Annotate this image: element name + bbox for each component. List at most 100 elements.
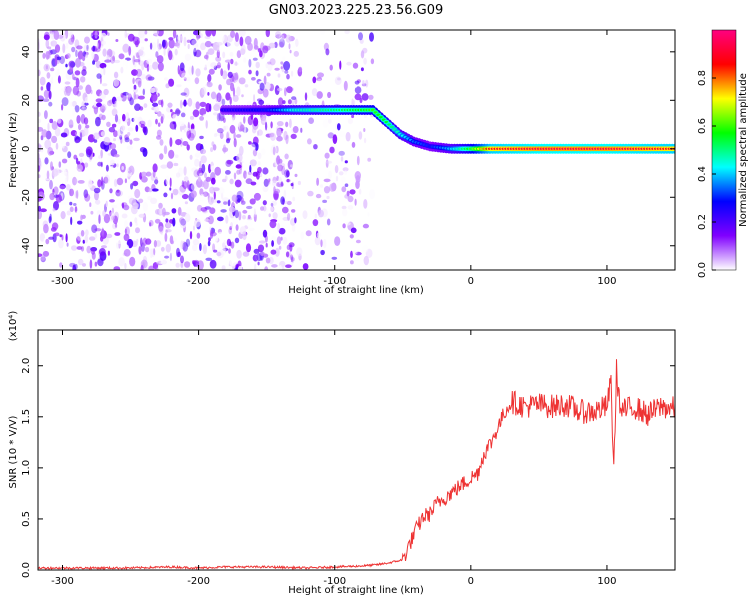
spectrogram-cell [320,249,325,256]
spectrogram-cell [127,33,135,42]
spectrogram-cell [184,213,191,223]
spectrogram-cell [46,72,51,79]
spectrogram-cell [327,132,335,139]
spectrogram-cell [40,146,44,153]
spectrogram-cell [125,30,127,33]
spectrogram-cell [281,128,283,134]
spectrogram-cell [279,264,282,270]
spectrogram-cell [175,139,182,146]
spectrogram-cell [249,159,257,167]
spectrogram-cell [212,144,217,151]
spectrogram-cell [60,132,68,138]
spectrogram-cell [159,139,164,146]
spectrogram-cell [83,189,89,199]
spectrogram-cell [132,77,135,85]
spectrogram-cell [257,244,265,253]
spectrogram-cell [251,141,258,148]
spectrogram-cell [365,79,369,88]
spectrogram-cell [38,119,42,123]
spectrogram-cell [75,49,78,58]
spectrogram-cell [65,42,69,49]
spectrogram-cell [194,49,202,58]
spectrogram-cell [236,153,243,162]
y-tick-label: 20 [21,94,32,107]
spectrogram-cell [77,258,84,266]
spectrogram-cell [51,192,56,199]
spectrogram-cell [106,55,110,60]
spectrogram-cell [69,61,76,68]
y-tick-label: 0.0 [21,562,32,578]
spectrogram-cell [103,176,109,184]
spectrogram-cell [280,61,284,65]
spectrogram-cell [155,266,159,270]
spectrogram-cell [113,138,116,142]
spectrogram-cell [93,132,100,140]
spectrogram-cell [77,180,85,184]
colorbar-frame [711,29,737,271]
spectrogram-cell [55,194,63,203]
spectrogram-cell [277,87,283,92]
spectrogram-cell [169,252,172,262]
spectrogram-cell [99,92,107,100]
spectrogram-cell [287,99,292,105]
spectrogram-cell [208,68,215,75]
spectrogram-cell [70,216,73,226]
colorbar: 0.0 0.2 0.4 0.6 0.8 Normalized spectral ampl… [697,29,749,278]
spectrogram-cell [129,256,136,267]
spectrogram-cell [217,231,225,236]
spectrogram-cell [210,62,217,68]
spectrogram-cell [358,32,363,41]
spectrogram-cell [265,62,268,69]
spectrogram-cell [319,184,324,188]
snr-panel: -300 -200 -100 0 100 0.0 0.5 1.0 1.5 2.0 Height … [8,311,676,596]
spectrogram-cell [152,102,159,108]
spectrogram-cell [129,221,133,227]
spectrogram-cell [204,218,211,222]
spectrogram-cell [194,136,201,143]
spectrogram-cell [170,109,173,113]
spectrogram-cell [282,267,285,270]
spectrogram-cell [181,129,186,138]
spectrogram-cell [272,146,276,156]
spectrogram-cell [312,76,317,84]
spectrogram-cell [133,92,136,100]
spectrogram-cell [44,31,50,41]
spectrogram-x-ticks: -300 -200 -100 0 100 [51,30,616,287]
spectrogram-cell [260,206,265,211]
spectrogram-cell [47,46,52,50]
spectrogram-y-label: Frequency (Hz) [8,112,19,188]
spectrogram-cell [238,211,242,221]
spectrogram-cell [53,186,59,195]
spectrogram-frame [37,29,676,271]
spectrogram-cell [61,87,68,92]
spectrogram-cell [194,158,200,167]
spectrogram-cell [214,166,221,176]
spectrogram-cell [69,124,74,128]
spectrogram-cell [72,264,76,270]
spectrogram-cell [278,245,282,250]
spectrogram-cell [354,86,362,94]
spectrogram-cell [130,183,134,190]
spectrogram-cell [166,161,174,169]
spectrogram-cell [38,195,43,202]
spectrogram-cell [240,48,246,55]
spectrogram-cell [150,93,158,102]
spectrogram-cell [360,67,364,72]
spectrogram-cell [70,101,74,107]
spectrogram-cell [270,203,274,207]
spectrogram-cell [218,187,225,195]
spectrogram-cell [140,171,147,177]
spectrogram-cell [96,210,102,216]
spectrogram-cell [178,30,186,35]
spectrogram-cell [61,234,64,241]
spectrogram-cell [41,129,48,138]
spectrogram-cell [346,190,350,197]
spectrogram-cell [56,56,62,61]
spectrogram-cell [255,170,260,180]
spectrogram-cell [277,222,280,233]
spectrogram-cell [124,220,128,228]
spectrogram-cell [172,30,177,39]
spectrogram-cell [140,118,146,125]
spectrogram-cell [92,203,98,211]
spectrogram-cell [113,266,121,270]
